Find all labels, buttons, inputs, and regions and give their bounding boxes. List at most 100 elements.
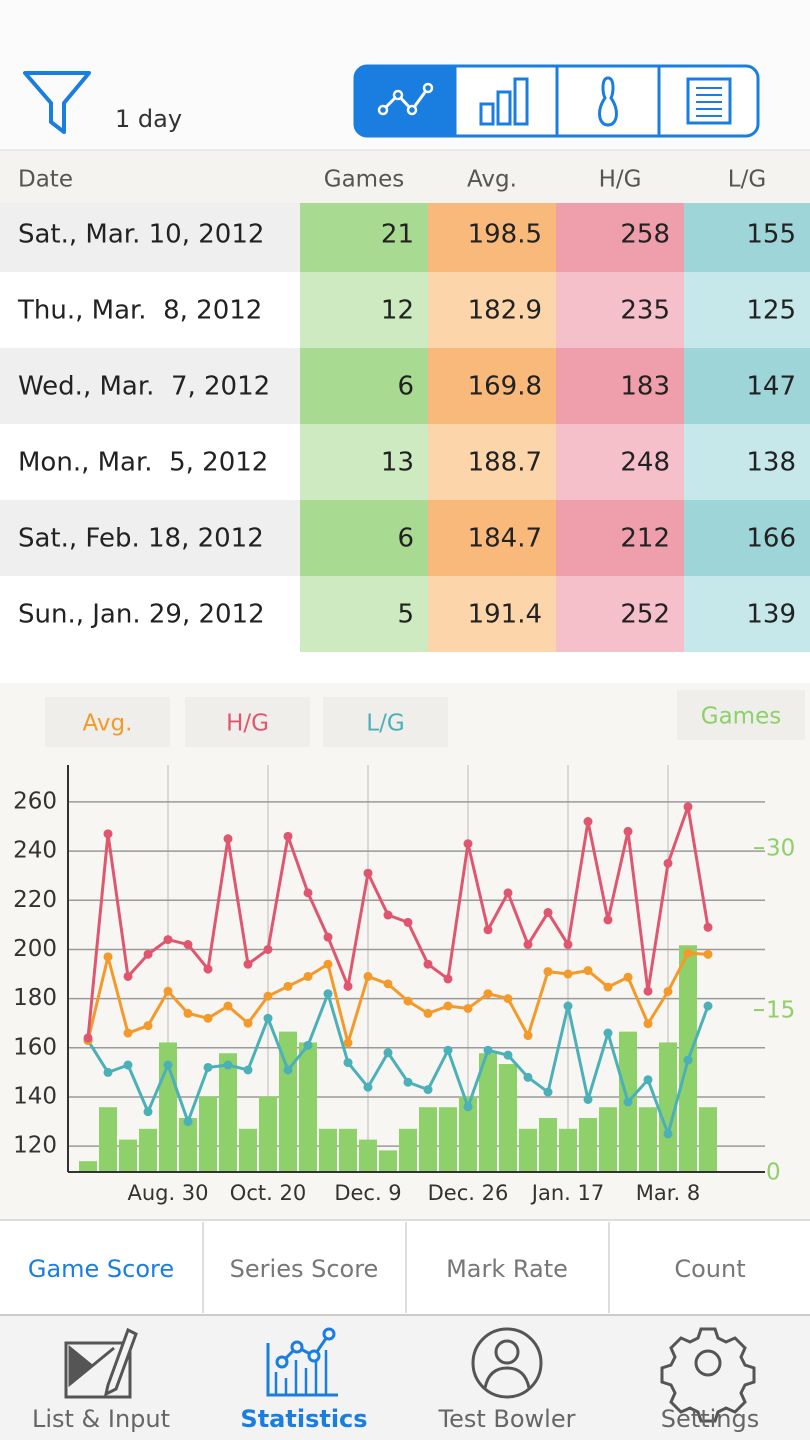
games-bar <box>479 1053 497 1172</box>
switch-list[interactable] <box>686 77 732 125</box>
tab-label[interactable]: Count <box>674 1255 745 1283</box>
nav-label[interactable]: Statistics <box>240 1405 367 1433</box>
legend-button[interactable]: Avg. <box>45 697 170 747</box>
column-header[interactable]: L/G <box>728 167 766 193</box>
icon-pen <box>103 1327 138 1397</box>
legend-button[interactable]: H/G <box>185 697 310 747</box>
series-point <box>563 969 573 979</box>
series-point <box>663 986 673 996</box>
cell-bg <box>556 272 684 348</box>
series-point <box>623 972 633 982</box>
cell-bg <box>556 500 684 576</box>
settings-icon <box>660 1327 756 1423</box>
table: Sat., Mar. 10, 2012 21 198.5 258 155 Thu., Ma… <box>0 149 810 652</box>
series-point <box>123 1028 133 1038</box>
filter-button[interactable] <box>23 71 91 134</box>
table-row[interactable]: Sat., Mar. 10, 2012 21 198.5 258 155 <box>0 196 810 272</box>
column-header[interactable]: Games <box>324 167 404 193</box>
cell-bg <box>428 348 556 424</box>
series-point <box>683 948 693 958</box>
bar-icon <box>513 77 529 126</box>
cell-bg <box>0 196 300 272</box>
series-point <box>643 1019 653 1029</box>
icon-frame <box>64 1341 132 1399</box>
y2-tick-label: 15 <box>766 998 795 1024</box>
legend-label: H/G <box>226 711 269 737</box>
column-header[interactable]: Date <box>18 167 73 193</box>
chart: Avg. H/G L/G Games Aug. 30 Oct. 20 Dec. 9 Dec. … <box>13 690 805 1205</box>
legend-button[interactable]: L/G <box>323 697 448 747</box>
icon-head <box>494 1339 520 1365</box>
tab-label[interactable]: Game Score <box>28 1255 174 1283</box>
series-point <box>303 971 313 981</box>
series-point <box>143 949 153 959</box>
games-bar <box>399 1128 417 1172</box>
y-tick-label: 160 <box>13 1034 57 1060</box>
table-row[interactable]: Wed., Mar. 7, 2012 6 169.8 183 147 <box>0 348 810 424</box>
games-bar <box>299 1042 317 1172</box>
series-point <box>363 1082 373 1092</box>
tabs: Game Score Series Score Mark Rate Count <box>28 1222 746 1313</box>
legend-button[interactable]: Games <box>677 690 805 740</box>
value-cell: 248 <box>620 448 670 478</box>
column-header[interactable]: H/G <box>599 167 642 193</box>
table-row[interactable]: Mon., Mar. 5, 2012 13 188.7 248 138 <box>0 424 810 500</box>
series-point <box>703 949 713 959</box>
y2-tick-label: 30 <box>766 836 795 862</box>
games-bar <box>699 1107 717 1172</box>
table-row[interactable]: Thu., Mar. 8, 2012 12 182.9 235 125 <box>0 272 810 348</box>
switch-bar[interactable] <box>479 77 529 126</box>
games-bar <box>499 1064 517 1172</box>
list-icon-lines <box>696 87 722 117</box>
filter-label: 1 day <box>115 105 182 133</box>
series-point <box>383 1048 393 1058</box>
series-point <box>463 839 473 849</box>
pin-icon[interactable] <box>598 76 618 127</box>
value-cell: 183 <box>620 372 670 402</box>
series-point <box>103 952 113 962</box>
value-cell: 198.5 <box>468 220 542 250</box>
tab-label[interactable]: Series Score <box>230 1255 379 1283</box>
table-row[interactable]: Sat., Feb. 18, 2012 6 184.7 212 166 <box>0 500 810 576</box>
nav-label[interactable]: Settings <box>661 1405 759 1433</box>
y-tick-label: 120 <box>13 1133 57 1159</box>
series-point <box>583 966 593 976</box>
legend-label: Games <box>701 704 781 730</box>
series-point <box>263 991 273 1001</box>
series-point <box>243 959 253 969</box>
series-point <box>283 1065 293 1075</box>
value-cell: 188.7 <box>468 448 542 478</box>
series-point <box>663 1129 673 1139</box>
cell-bg <box>428 500 556 576</box>
value-cell: 6 <box>397 372 414 402</box>
series-point <box>303 888 313 898</box>
icon-gear <box>660 1327 756 1423</box>
table-row[interactable]: Sun., Jan. 29, 2012 5 191.4 252 139 <box>0 576 810 652</box>
games-bar <box>659 1042 677 1172</box>
tab-label[interactable]: Mark Rate <box>446 1255 568 1283</box>
date-cell: Thu., Mar. 8, 2012 <box>17 296 262 326</box>
series-point <box>583 1094 593 1104</box>
games-bar <box>579 1118 597 1172</box>
games-bar <box>459 1096 477 1172</box>
cell-bg <box>0 348 300 424</box>
series-point <box>103 829 113 839</box>
column-header[interactable]: Avg. <box>467 167 517 193</box>
series-point <box>443 974 453 984</box>
nav-label[interactable]: Test Bowler <box>438 1405 576 1433</box>
series-point <box>483 1045 493 1055</box>
nav-label[interactable]: List & Input <box>32 1405 170 1433</box>
list-input-icon <box>64 1327 138 1399</box>
series-point <box>563 1001 573 1011</box>
series-point <box>223 1060 233 1070</box>
series-point <box>603 1028 613 1038</box>
y-tick-label: 200 <box>13 936 57 962</box>
value-cell: 182.9 <box>468 296 542 326</box>
series-point <box>483 925 493 935</box>
series-point <box>203 1062 213 1072</box>
series-point <box>523 1031 533 1041</box>
games-bar <box>519 1128 537 1172</box>
cell-bg <box>300 424 428 500</box>
date-cell: Sun., Jan. 29, 2012 <box>18 600 265 630</box>
cell-bg <box>300 348 428 424</box>
